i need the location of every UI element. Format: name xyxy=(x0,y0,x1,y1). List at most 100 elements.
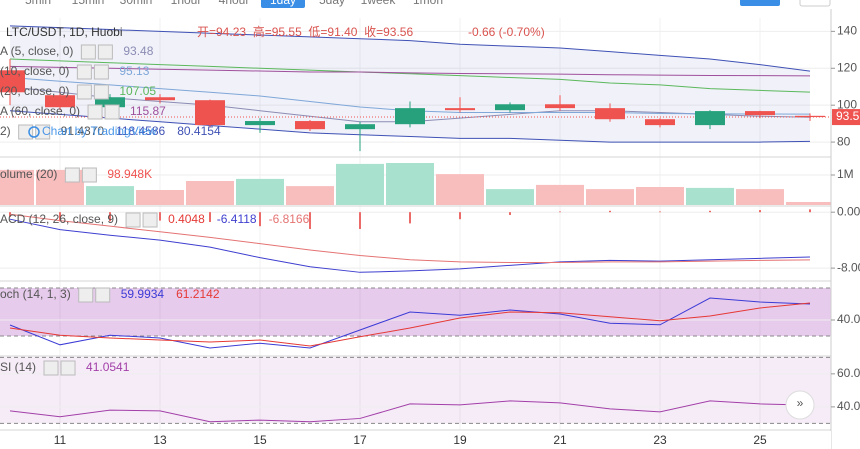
close-icon[interactable] xyxy=(93,64,109,80)
histogram-bar xyxy=(659,211,661,213)
settings-icon[interactable] xyxy=(80,44,96,60)
settings-icon[interactable] xyxy=(76,64,92,80)
histogram-bar xyxy=(159,212,161,221)
band-upper xyxy=(9,25,811,72)
settings-icon[interactable] xyxy=(64,167,80,183)
candle-body xyxy=(495,104,525,111)
export-button[interactable] xyxy=(740,0,780,6)
volume-bar xyxy=(786,202,834,205)
legend-name: A (60, close, 0) xyxy=(0,104,80,118)
legend-name: SI (14) xyxy=(0,360,36,374)
volume-bar xyxy=(0,169,34,205)
legend-name: (10, close, 0) xyxy=(0,64,69,78)
x-tick-label: 15 xyxy=(253,433,267,447)
volume-bar xyxy=(336,163,384,205)
y-tick-label: 60.0 xyxy=(837,366,860,380)
scroll-button[interactable] xyxy=(785,390,815,420)
y-tick-label: 0.00 xyxy=(837,204,860,218)
toolbar-item[interactable]: 1week xyxy=(361,0,397,7)
close-icon[interactable] xyxy=(93,84,109,100)
toolbar-item[interactable]: 1mon xyxy=(413,0,443,7)
volume-bar xyxy=(136,190,184,205)
histogram-bar xyxy=(509,212,511,215)
legend-value: -6.8166 xyxy=(269,212,310,226)
ma-line xyxy=(9,58,811,93)
histogram-bar xyxy=(209,212,211,222)
candle-body xyxy=(695,111,725,126)
legend-name: A (5, close, 0) xyxy=(0,44,73,58)
chart-title: LTC/USDT, 1D, Huobi xyxy=(6,25,122,39)
x-tick-label: 23 xyxy=(653,433,667,447)
y-tick-label: 1M xyxy=(837,167,854,181)
toolbar-item[interactable]: 5day xyxy=(319,0,345,7)
toolbar-item[interactable]: 1day xyxy=(270,0,296,7)
close-icon[interactable] xyxy=(97,44,113,60)
y-tick-label: 40.0 xyxy=(837,399,860,413)
settings-icon[interactable] xyxy=(18,124,34,140)
candle-body xyxy=(45,95,75,108)
indicator-line xyxy=(9,400,811,423)
candle-body xyxy=(245,121,275,126)
histogram-bar xyxy=(109,212,111,222)
toolbar-item[interactable]: 4hour xyxy=(219,0,250,7)
histogram-bar xyxy=(709,210,711,213)
legend-value: 107.05 xyxy=(119,84,156,98)
candle-body xyxy=(795,115,825,118)
candle-body xyxy=(95,97,125,108)
toolbar-item[interactable]: 15min xyxy=(72,0,105,7)
close-icon[interactable] xyxy=(104,104,120,120)
watermark: Chart by TradingView xyxy=(42,124,157,138)
legend-name: (20, close, 0) xyxy=(0,84,69,98)
toolbar xyxy=(0,0,860,9)
settings-icon[interactable] xyxy=(78,287,94,303)
x-tick-label: 25 xyxy=(753,433,767,447)
ma-line xyxy=(9,65,811,77)
volume-bar xyxy=(436,174,484,205)
last-price-tag xyxy=(832,109,860,126)
y-tick-label: 100 xyxy=(837,97,857,111)
volume-bar xyxy=(186,181,234,205)
settings-icon[interactable] xyxy=(125,212,141,228)
volume-bar xyxy=(536,184,584,205)
histogram-bar xyxy=(759,210,761,213)
histogram-bar xyxy=(359,212,361,229)
x-tick-label: 11 xyxy=(54,433,67,447)
last-price-label: 93.5 xyxy=(836,109,860,123)
legend-name: och (14, 1, 3) xyxy=(0,287,71,301)
candle-body xyxy=(745,111,775,116)
candle-body xyxy=(595,108,625,120)
y-tick-label: 80 xyxy=(837,134,851,148)
x-tick-label: 19 xyxy=(453,433,467,447)
histogram-bar xyxy=(309,212,311,229)
toolbar-item[interactable]: 5min xyxy=(25,0,51,7)
close-icon[interactable] xyxy=(81,167,97,183)
settings-icon[interactable] xyxy=(43,360,59,376)
scroll-button-label[interactable]: » xyxy=(797,396,804,410)
candle-body xyxy=(445,108,475,111)
band-fill xyxy=(0,357,831,424)
x-tick-label: 17 xyxy=(353,433,367,447)
legend-value: 115.87 xyxy=(130,104,166,118)
close-icon[interactable] xyxy=(95,287,111,303)
histogram-bar xyxy=(259,212,261,227)
settings-icon[interactable] xyxy=(87,104,103,120)
histogram-bar xyxy=(59,212,61,222)
volume-bar xyxy=(386,163,434,205)
candle-body xyxy=(295,121,325,130)
volume-bar xyxy=(686,187,734,205)
settings-button[interactable] xyxy=(799,0,831,7)
toolbar-item[interactable]: 30min xyxy=(120,0,153,7)
change: -0.66 (-0.70%) xyxy=(468,25,545,39)
settings-icon[interactable] xyxy=(76,84,92,100)
legend-value: -6.4118 xyxy=(217,212,257,226)
histogram-bar xyxy=(609,210,611,213)
volume-bar xyxy=(486,189,534,205)
indicator-line xyxy=(9,218,811,273)
close-icon[interactable] xyxy=(35,124,51,140)
quote: 开=94.23 高=95.55 低=91.40 收=93.56 xyxy=(197,24,413,39)
close-icon[interactable] xyxy=(60,360,76,376)
close-icon[interactable] xyxy=(142,212,158,228)
volume-bar xyxy=(286,186,334,205)
toolbar-item[interactable]: 1hour xyxy=(171,0,202,7)
